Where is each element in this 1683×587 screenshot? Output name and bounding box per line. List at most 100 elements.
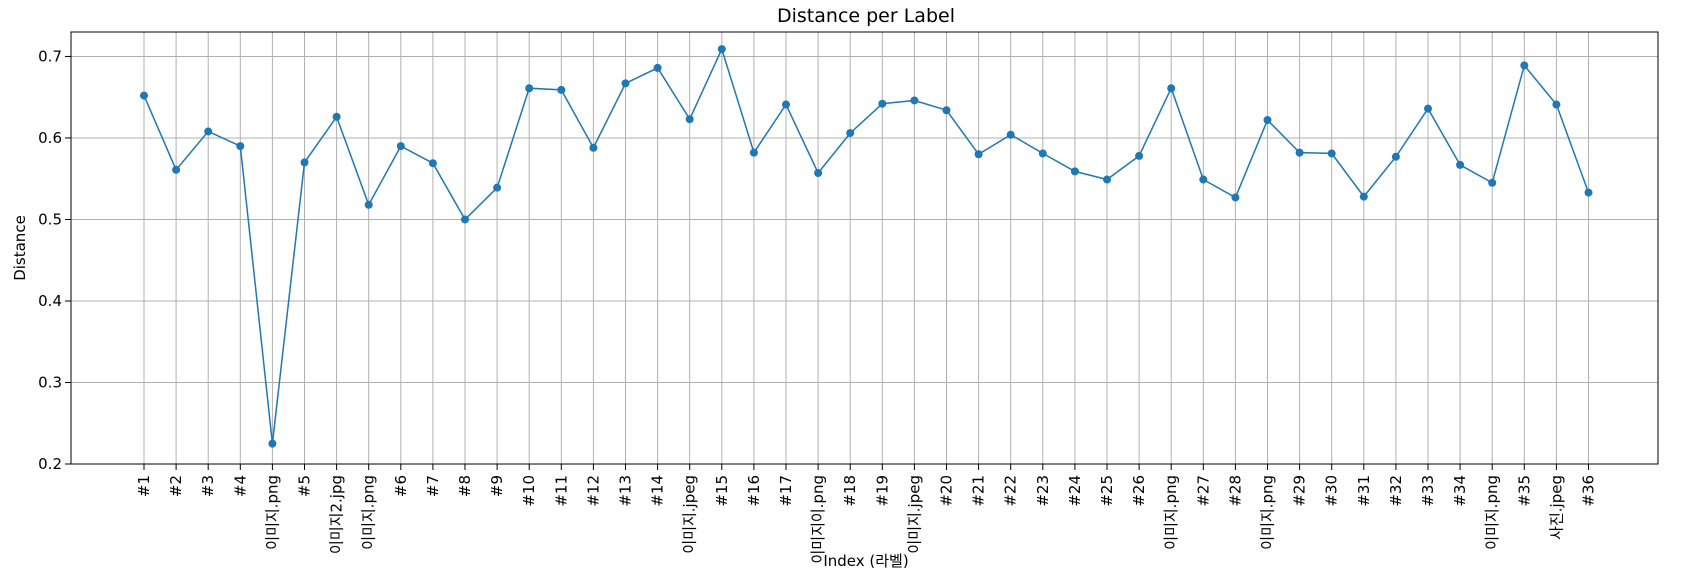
- data-point: [268, 439, 277, 448]
- y-tick-label: 0.4: [38, 292, 62, 310]
- series-line: [143, 47, 1590, 444]
- x-tick-label: #22: [1002, 475, 1020, 507]
- data-point: [461, 215, 469, 224]
- x-tick-label: #10: [520, 475, 538, 507]
- data-point: [1167, 84, 1176, 93]
- series-distance: [140, 45, 1593, 448]
- data-point: [1424, 104, 1432, 113]
- data-point: [1552, 100, 1561, 109]
- y-tick-label: 0.7: [38, 47, 62, 65]
- x-tick-label: 사진.jpeg: [1547, 475, 1565, 540]
- x-tick-label: #16: [745, 475, 763, 507]
- x-tick-label: #27: [1194, 475, 1212, 507]
- y-tick-label: 0.3: [38, 373, 62, 391]
- data-point: [653, 63, 662, 72]
- data-point: [1295, 148, 1304, 157]
- x-tick-label: #35: [1515, 475, 1533, 507]
- data-point: [1584, 188, 1593, 197]
- data-point: [1391, 152, 1400, 161]
- data-point: [428, 159, 437, 168]
- x-tick-label: #30: [1323, 475, 1341, 507]
- x-tick-label: #29: [1291, 475, 1309, 507]
- y-tick-label: 0.6: [38, 129, 62, 147]
- x-tick-label: #19: [873, 475, 891, 507]
- x-tick-label: #6: [392, 475, 410, 497]
- x-tick-label: #34: [1451, 475, 1469, 507]
- x-tick-label: #32: [1387, 475, 1405, 507]
- data-point: [1263, 116, 1272, 125]
- data-point: [1456, 160, 1465, 169]
- data-point: [1359, 192, 1368, 201]
- data-point: [525, 84, 534, 93]
- data-point: [1488, 178, 1497, 187]
- data-point: [846, 129, 855, 138]
- x-tick-label: 이미지.jpeg: [681, 475, 699, 554]
- x-tick-label: #24: [1066, 475, 1084, 507]
- x-tick-label: #11: [552, 475, 570, 507]
- x-tick-label: #1: [135, 475, 153, 497]
- x-tick-label: #13: [617, 475, 635, 507]
- x-tick-label: #20: [938, 475, 956, 507]
- x-tick-label: #18: [841, 475, 859, 507]
- y-axis-title: Distance: [11, 215, 29, 281]
- x-tick-label: #31: [1355, 475, 1373, 507]
- x-tick-label: #12: [584, 475, 602, 507]
- data-point: [1038, 149, 1047, 158]
- x-tick-label: #14: [649, 475, 667, 507]
- x-tick-label: #2: [167, 475, 185, 497]
- x-tick-label: #26: [1130, 475, 1148, 507]
- x-tick-label: #9: [488, 475, 506, 497]
- x-tick-label: #3: [199, 475, 217, 497]
- data-point: [814, 169, 823, 178]
- x-tick-label: 이미지.jpeg: [905, 475, 923, 554]
- x-tick-label: 이미지이.png: [809, 475, 827, 564]
- data-point: [974, 150, 983, 159]
- x-tick-label: 이미지.png: [1483, 475, 1501, 550]
- data-point: [364, 200, 373, 209]
- data-point: [172, 165, 181, 174]
- x-tick-label: 이미지.png: [360, 475, 378, 550]
- x-axis-title: Index (라벨): [823, 552, 908, 570]
- data-point: [1070, 167, 1079, 176]
- data-point: [204, 127, 213, 136]
- y-tick-label: 0.2: [38, 455, 62, 473]
- data-point: [717, 45, 726, 54]
- x-tick-label: 이미지2.jpg: [328, 475, 346, 554]
- data-point: [942, 106, 951, 115]
- data-point: [300, 158, 309, 167]
- data-point: [685, 115, 694, 124]
- x-tick-label: #36: [1580, 475, 1598, 507]
- data-point: [140, 91, 148, 100]
- data-point: [621, 79, 630, 88]
- grid: [71, 32, 1658, 465]
- plot-frame: [70, 31, 1659, 465]
- x-tick-label: #8: [456, 475, 474, 497]
- data-point: [749, 148, 758, 157]
- data-point: [910, 96, 919, 105]
- x-tick-label: #17: [777, 475, 795, 507]
- data-point: [1231, 193, 1240, 202]
- data-point: [878, 99, 887, 108]
- data-point: [589, 143, 598, 152]
- y-tick-label: 0.5: [38, 210, 62, 228]
- x-tick-label: 이미지.png: [263, 475, 281, 550]
- x-tick-label: #33: [1419, 475, 1437, 507]
- x-tick-label: #21: [970, 475, 988, 507]
- data-point: [396, 142, 405, 151]
- x-tick-label: #4: [231, 475, 249, 497]
- x-tick-label: #5: [296, 475, 314, 497]
- y-axis: 0.2 0.3 0.4 0.5 0.6 0.7: [38, 47, 71, 473]
- x-tick-label: #28: [1226, 475, 1244, 507]
- data-point: [557, 85, 566, 94]
- data-point: [1006, 130, 1015, 139]
- data-point: [1327, 149, 1336, 158]
- data-point: [332, 112, 341, 121]
- data-point: [1103, 175, 1111, 184]
- x-tick-label: #23: [1034, 475, 1052, 507]
- x-tick-label: #7: [424, 475, 442, 497]
- data-point: [1520, 61, 1529, 70]
- data-point: [236, 142, 245, 151]
- data-point: [1135, 151, 1144, 160]
